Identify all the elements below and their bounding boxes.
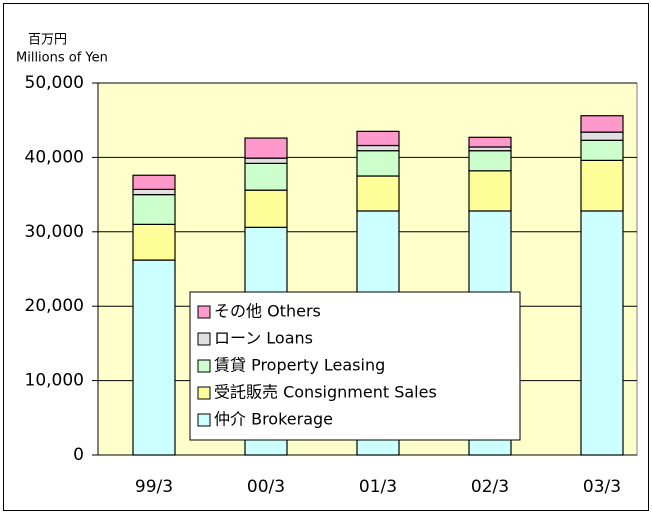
x-tick-label: 03/3	[583, 477, 621, 497]
y-tick-label: 30,000	[25, 222, 84, 242]
bar-segment	[132, 223, 176, 261]
bar-segment	[356, 144, 400, 152]
x-tick-label: 00/3	[247, 477, 285, 497]
bar-segment	[580, 139, 624, 161]
legend-label: 受託販売 Consignment Sales	[214, 383, 437, 402]
unit-label-en: Millions of Yen	[16, 51, 108, 66]
x-tick-label: 99/3	[135, 477, 173, 497]
bar-segment	[356, 130, 400, 147]
legend-swatch	[197, 359, 211, 373]
bar-segment	[132, 188, 176, 196]
bar-segment	[244, 157, 288, 164]
bar-segment	[580, 159, 624, 212]
frame	[3, 3, 649, 511]
y-tick-label: 0	[73, 445, 84, 465]
x-tick-label: 01/3	[359, 477, 397, 497]
bar-segment	[580, 131, 624, 141]
y-tick-label: 20,000	[25, 296, 84, 316]
bar-segment	[356, 150, 400, 177]
bar-segment	[468, 136, 512, 148]
unit-label: 百万円	[28, 33, 67, 48]
y-tick-label: 50,000	[25, 73, 84, 93]
legend-swatch	[197, 386, 211, 400]
y-tick-label: 40,000	[25, 147, 84, 167]
legend-swatch	[197, 332, 211, 346]
legend-swatch	[197, 413, 211, 427]
bar-segment	[132, 194, 176, 225]
legend-label: その他 Others	[214, 302, 321, 321]
legend	[189, 291, 521, 441]
bar-segment	[580, 115, 624, 133]
bar-segment	[244, 189, 288, 228]
bar-segment	[468, 170, 512, 212]
bar-segment	[356, 175, 400, 212]
bar-segment	[132, 259, 176, 456]
bar-segment	[468, 150, 512, 172]
legend-label: 賃貸 Property Leasing	[214, 356, 385, 375]
bar-segment	[580, 210, 624, 456]
x-tick-label: 02/3	[471, 477, 509, 497]
bar-segment	[244, 137, 288, 159]
y-tick-label: 10,000	[25, 371, 84, 391]
legend-label: 仲介 Brokerage	[214, 410, 333, 429]
legend-swatch	[197, 305, 211, 319]
bar-segment	[244, 162, 288, 191]
bar-segment	[132, 174, 176, 190]
legend-label: ローン Loans	[214, 329, 313, 348]
